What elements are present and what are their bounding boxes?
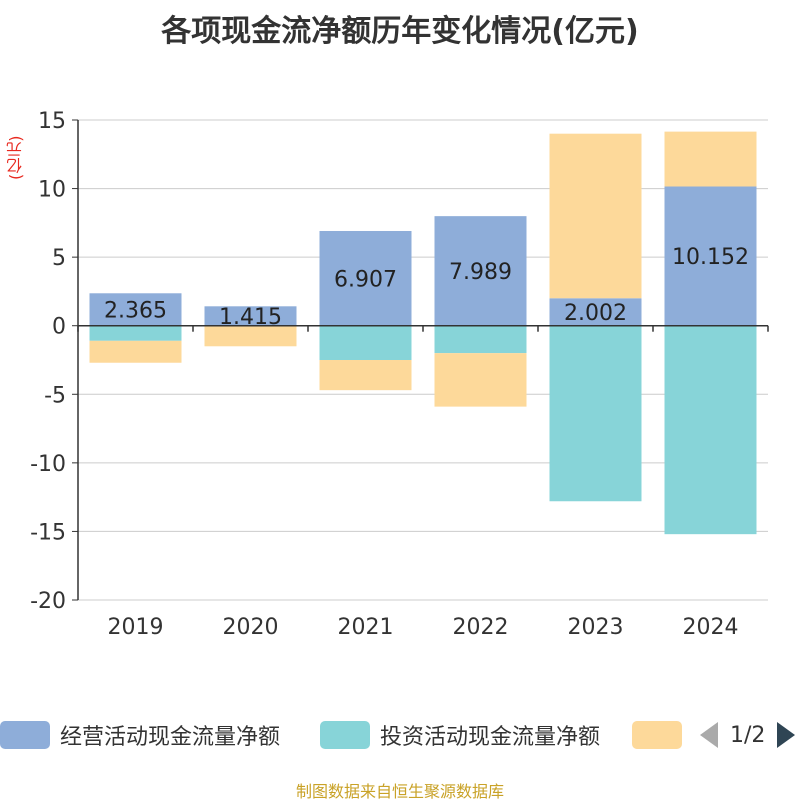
pager-next-icon[interactable] (777, 722, 796, 748)
bar-series2-2021 (319, 360, 412, 391)
bar-series2-2023 (549, 133, 642, 299)
x-tick-label: 2019 (108, 615, 164, 640)
y-tick-label: 10 (38, 178, 66, 203)
bar-series0-2019 (89, 293, 182, 326)
data-label: 10.152 (672, 245, 749, 270)
bar-series2-2022 (434, 353, 527, 407)
bar-series2-2024 (664, 131, 757, 187)
bar-series1-2021 (319, 325, 412, 360)
data-label: 2.002 (564, 301, 627, 326)
chart-title: 各项现金流净额历年变化情况(亿元) (161, 14, 639, 49)
bar-series1-2022 (434, 325, 527, 354)
bar-series0-2024 (664, 186, 757, 326)
data-label: 6.907 (334, 267, 397, 292)
legend-pager: 1/2 (700, 718, 796, 752)
legend-swatch-investing (320, 721, 370, 749)
bar-series0-2020 (204, 306, 297, 326)
y-tick-label: 5 (52, 246, 66, 271)
bar-series1-2024 (664, 325, 757, 535)
legend-label-investing: 投资活动现金流量净额 (380, 725, 601, 750)
data-label: 2.365 (104, 298, 167, 323)
y-tick-label: -20 (30, 589, 66, 614)
data-label: 7.989 (449, 260, 512, 285)
bar-series2-2019 (89, 340, 182, 363)
y-tick-label: -10 (30, 452, 66, 477)
bar-series0-2023 (549, 298, 642, 326)
y-tick-label: 15 (38, 109, 66, 134)
legend-swatch-operating (0, 721, 50, 749)
legend: 经营活动现金流量净额 投资活动现金流量净额 (0, 718, 800, 752)
bar-series0-2022 (434, 216, 527, 326)
y-tick-label: -15 (30, 520, 66, 545)
x-tick-label: 2023 (568, 615, 624, 640)
bar-series0-2021 (319, 230, 412, 326)
bar-series1-2019 (89, 325, 182, 341)
legend-label-operating: 经营活动现金流量净额 (60, 725, 281, 750)
legend-item-operating[interactable]: 经营活动现金流量净额 (0, 718, 280, 752)
bar-series2-2020 (204, 325, 297, 347)
x-tick-label: 2022 (453, 615, 509, 640)
y-tick-label: 0 (52, 315, 66, 340)
x-tick-label: 2021 (338, 615, 394, 640)
y-tick-label: -5 (44, 383, 66, 408)
pager-prev-icon[interactable] (700, 722, 718, 748)
data-source-footer: 制图数据来自恒生聚源数据库 (295, 782, 504, 801)
x-tick-label: 2024 (683, 615, 739, 640)
pager-page-label: 1/2 (730, 722, 766, 748)
legend-item-investing[interactable]: 投资活动现金流量净额 (320, 718, 600, 752)
legend-item-financing[interactable] (632, 718, 692, 752)
bar-series1-2023 (549, 325, 642, 502)
x-tick-label: 2020 (223, 615, 279, 640)
legend-swatch-financing (632, 721, 682, 749)
